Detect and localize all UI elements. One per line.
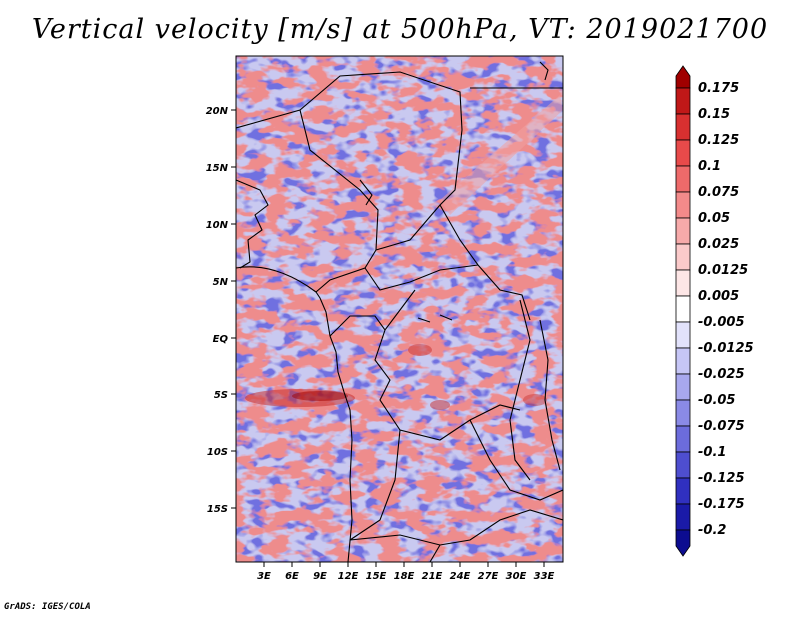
colorbar-swatch xyxy=(675,451,691,479)
colorbar-swatch xyxy=(675,243,691,271)
colorbar-label: -0.025 xyxy=(698,367,745,382)
colorbar-swatch xyxy=(675,191,691,219)
colorbar-swatch xyxy=(675,347,691,375)
map-frame xyxy=(235,55,564,563)
colorbar-label: -0.05 xyxy=(698,393,735,408)
lat-axis xyxy=(231,109,236,509)
colorbar-swatch xyxy=(675,529,691,557)
colorbar-swatch xyxy=(675,139,691,167)
colorbar-swatch xyxy=(675,399,691,427)
lon-axis xyxy=(263,562,545,567)
lon-tick-label: 27E xyxy=(478,571,499,582)
colorbar-swatch xyxy=(675,65,691,89)
colorbar-swatch xyxy=(675,321,691,349)
colorbar xyxy=(675,65,691,557)
lon-tick-labels: 3E 6E 9E 12E 15E 18E 21E 24E 27E 30E 33E xyxy=(257,571,554,582)
chart-title: Vertical velocity [m/s] at 500hPa, VT: 2… xyxy=(31,14,769,45)
lon-tick-label: 9E xyxy=(313,571,327,582)
colorbar-swatch xyxy=(675,295,691,323)
country-borders xyxy=(236,61,563,562)
colorbar-swatch xyxy=(675,165,691,193)
colorbar-label: -0.1 xyxy=(698,445,726,460)
lon-tick-label: 21E xyxy=(422,571,443,582)
colorbar-label: -0.075 xyxy=(698,419,745,434)
colorbar-swatch xyxy=(675,217,691,245)
velocity-field xyxy=(236,56,563,562)
colorbar-swatch xyxy=(675,87,691,115)
colorbar-swatch xyxy=(675,269,691,297)
colorbar-label: 0.05 xyxy=(698,211,730,226)
footer-credit: GrADS: IGES/COLA xyxy=(4,602,91,612)
colorbar-label: 0.1 xyxy=(698,159,721,174)
lat-tick-label: 5S xyxy=(214,390,228,401)
colorbar-label: 0.0125 xyxy=(698,263,748,278)
colorbar-swatch xyxy=(675,477,691,505)
colorbar-labels: 0.175 0.15 0.125 0.1 0.075 0.05 0.025 0.… xyxy=(698,81,754,538)
lon-tick-label: 18E xyxy=(394,571,415,582)
colorbar-label: 0.075 xyxy=(698,185,739,200)
lon-tick-label: 24E xyxy=(450,571,471,582)
lat-tick-label: EQ xyxy=(213,334,229,345)
lon-tick-label: 30E xyxy=(506,571,527,582)
colorbar-label: -0.175 xyxy=(698,497,745,512)
lat-tick-label: 20N xyxy=(206,106,229,117)
colorbar-label: 0.15 xyxy=(698,107,730,122)
colorbar-label: -0.2 xyxy=(698,523,726,538)
lat-tick-label: 10N xyxy=(206,220,229,231)
lon-tick-label: 12E xyxy=(338,571,359,582)
lon-tick-label: 33E xyxy=(534,571,555,582)
lat-tick-labels: 20N 15N 10N 5N EQ 5S 10S 15S xyxy=(206,106,229,515)
colorbar-swatch xyxy=(675,113,691,141)
lat-tick-label: 5N xyxy=(213,277,229,288)
colorbar-label: 0.025 xyxy=(698,237,739,252)
lat-tick-label: 15N xyxy=(206,163,229,174)
colorbar-label: 0.005 xyxy=(698,289,739,304)
lon-tick-label: 6E xyxy=(285,571,299,582)
lon-tick-label: 15E xyxy=(366,571,387,582)
colorbar-swatch xyxy=(675,503,691,531)
colorbar-label: 0.175 xyxy=(698,81,739,96)
colorbar-label: -0.125 xyxy=(698,471,745,486)
colorbar-label: -0.0125 xyxy=(698,341,754,356)
lon-tick-label: 3E xyxy=(257,571,271,582)
colorbar-swatch xyxy=(675,373,691,401)
lat-tick-label: 15S xyxy=(207,504,228,515)
colorbar-swatch xyxy=(675,425,691,453)
colorbar-label: -0.005 xyxy=(698,315,745,330)
colorbar-label: 0.125 xyxy=(698,133,739,148)
lat-tick-label: 10S xyxy=(207,447,228,458)
